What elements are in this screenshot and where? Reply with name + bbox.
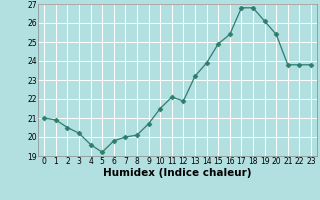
X-axis label: Humidex (Indice chaleur): Humidex (Indice chaleur) [103,168,252,178]
